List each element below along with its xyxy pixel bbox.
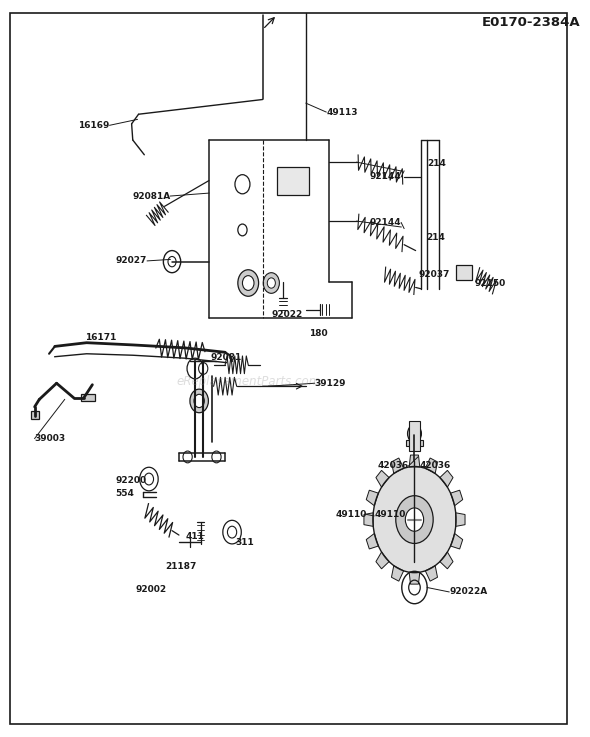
Bar: [406, 441, 423, 447]
Text: 92027: 92027: [116, 256, 147, 265]
Polygon shape: [391, 565, 404, 581]
Polygon shape: [425, 565, 438, 581]
Text: 49110: 49110: [374, 510, 405, 519]
Text: 214: 214: [427, 159, 446, 168]
Text: 42036: 42036: [419, 461, 450, 470]
Polygon shape: [425, 458, 438, 474]
Text: 92200: 92200: [116, 476, 146, 485]
Text: 92022: 92022: [271, 310, 303, 319]
Text: 92081: 92081: [211, 353, 242, 362]
Polygon shape: [391, 458, 404, 474]
Text: E0170-2384A: E0170-2384A: [482, 16, 581, 29]
Circle shape: [373, 467, 456, 573]
Text: 311: 311: [235, 538, 254, 547]
Polygon shape: [451, 490, 463, 506]
Text: 42036: 42036: [378, 461, 409, 470]
Bar: [409, 421, 420, 450]
Bar: [31, 411, 40, 419]
Polygon shape: [455, 513, 465, 526]
Text: 92022A: 92022A: [449, 587, 487, 596]
Circle shape: [238, 270, 258, 296]
Text: 92081A: 92081A: [132, 192, 171, 200]
Bar: [456, 265, 472, 280]
Text: 92037: 92037: [418, 270, 450, 279]
Circle shape: [242, 276, 254, 290]
Polygon shape: [364, 513, 373, 526]
Circle shape: [263, 273, 280, 293]
Text: 16169: 16169: [78, 121, 110, 130]
Bar: [277, 167, 309, 195]
Circle shape: [194, 394, 204, 408]
Text: 49113: 49113: [326, 108, 358, 116]
Text: 16171: 16171: [86, 333, 117, 342]
Bar: [81, 394, 95, 401]
Text: 39003: 39003: [35, 434, 65, 443]
Polygon shape: [409, 455, 420, 467]
Text: 554: 554: [116, 489, 135, 498]
Polygon shape: [440, 552, 453, 569]
Polygon shape: [376, 552, 389, 569]
Polygon shape: [409, 572, 420, 584]
Text: 49110: 49110: [335, 510, 366, 519]
Text: 39129: 39129: [314, 379, 346, 388]
Circle shape: [267, 278, 276, 288]
Polygon shape: [376, 470, 389, 487]
Circle shape: [408, 425, 421, 442]
Text: 21187: 21187: [165, 562, 196, 570]
Polygon shape: [366, 490, 378, 506]
Text: 180: 180: [309, 329, 327, 338]
Text: 92150: 92150: [474, 279, 506, 288]
Text: eReplacementParts.com: eReplacementParts.com: [176, 375, 320, 388]
Polygon shape: [440, 470, 453, 487]
Text: 411: 411: [186, 532, 205, 541]
Circle shape: [396, 496, 433, 543]
Text: 92002: 92002: [136, 585, 167, 594]
Circle shape: [405, 508, 424, 531]
Text: 214: 214: [426, 233, 445, 242]
Text: 92144: 92144: [369, 218, 401, 227]
Polygon shape: [366, 534, 378, 549]
Circle shape: [190, 389, 208, 413]
Polygon shape: [451, 534, 463, 549]
Text: 92144: 92144: [369, 172, 401, 181]
